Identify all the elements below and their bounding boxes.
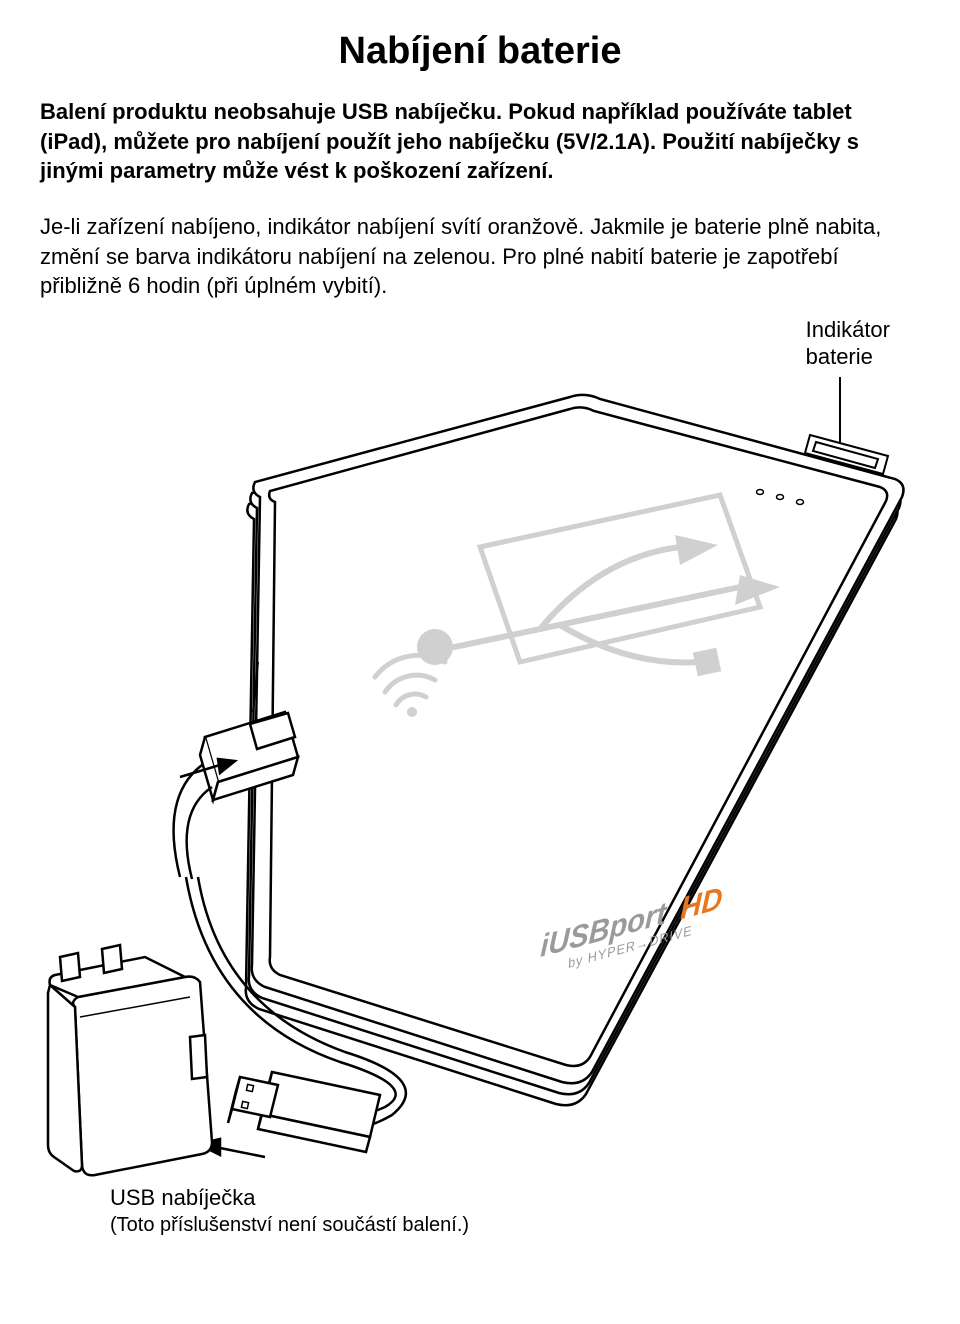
usb-charger-label-sub: (Toto příslušenství není součástí balení… [110, 1214, 469, 1236]
usage-paragraph: Je-li zařízení nabíjeno, indikátor nabíj… [40, 212, 920, 301]
diagram-container: Indikátor baterie [40, 317, 920, 1237]
page-title: Nabíjení baterie [40, 30, 920, 73]
intro-paragraph: Balení produktu neobsahuje USB nabíječku… [40, 97, 920, 186]
usb-charger-label-main: USB nabíječka [110, 1185, 256, 1210]
device-diagram: iUSBport HD by HYPER→DRIVE [40, 317, 920, 1187]
usb-charger-label: USB nabíječka (Toto příslušenství není s… [110, 1185, 469, 1237]
